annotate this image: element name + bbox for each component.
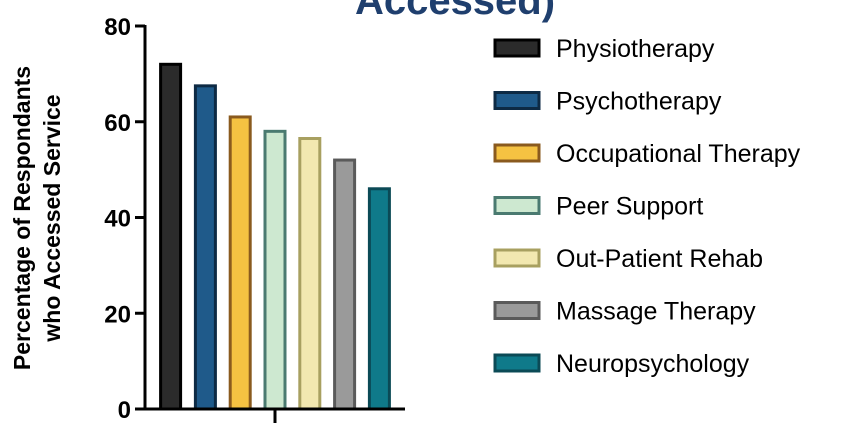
legend-label: Peer Support <box>556 193 703 221</box>
bar <box>193 84 217 411</box>
legend-swatch <box>493 143 541 163</box>
bar <box>228 115 252 411</box>
legend-swatch <box>493 301 541 320</box>
bar <box>263 129 287 411</box>
y-tick-label: 40 <box>104 206 131 233</box>
y-tick-label: 0 <box>118 397 131 424</box>
y-axis-label: Percentage of Respondants <box>9 66 35 370</box>
legend-swatch <box>493 38 541 58</box>
y-tick-label: 20 <box>104 301 131 328</box>
legend-label: Massage Therapy <box>556 298 756 326</box>
legend-swatch <box>493 353 541 373</box>
y-tick-label: 80 <box>104 14 131 41</box>
bar <box>333 158 357 411</box>
legend-label: Out-Patient Rehab <box>556 245 763 273</box>
bar <box>159 62 183 411</box>
bar <box>298 137 322 411</box>
y-axis-label: who Accessed Service <box>39 94 65 342</box>
legend-label: Neuropsychology <box>556 350 750 378</box>
y-tick-label: 60 <box>104 110 131 137</box>
legend-label: Occupational Therapy <box>556 140 801 168</box>
chart-title: Accessed) <box>355 0 555 23</box>
legend-label: Psychotherapy <box>556 88 722 116</box>
legend-swatch <box>493 91 541 110</box>
legend-label: Physiotherapy <box>556 35 715 63</box>
legend-swatch <box>493 248 541 268</box>
legend-swatch <box>493 196 541 215</box>
bar <box>367 187 391 411</box>
